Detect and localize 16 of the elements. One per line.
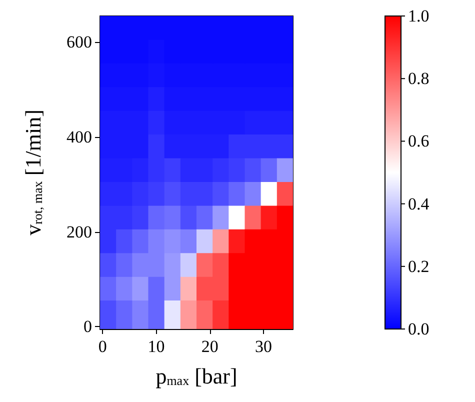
x-tick-label: 30 xyxy=(255,337,272,356)
y-axis-title: vrot, max [1/min] xyxy=(20,110,46,236)
color-bar-label: 0.2 xyxy=(408,256,430,276)
y-tick-label: 0 xyxy=(84,317,92,336)
x-tick-label: 20 xyxy=(201,337,218,356)
y-tick-label: 400 xyxy=(66,127,92,146)
color-bar-label: 0.6 xyxy=(408,132,430,151)
y-tick-label: 200 xyxy=(66,222,92,242)
x-tick-label: 0 xyxy=(98,337,107,356)
y-tick-label: 600 xyxy=(66,32,92,52)
x-axis-title: pmax [bar] xyxy=(156,364,238,388)
color-bar-label: 0.4 xyxy=(408,194,430,214)
color-bar-label: 0.0 xyxy=(408,320,430,338)
color-bar-label: 1.0 xyxy=(408,6,430,26)
x-tick-label: 10 xyxy=(148,337,165,356)
color-bar-label: 0.8 xyxy=(408,69,430,88)
